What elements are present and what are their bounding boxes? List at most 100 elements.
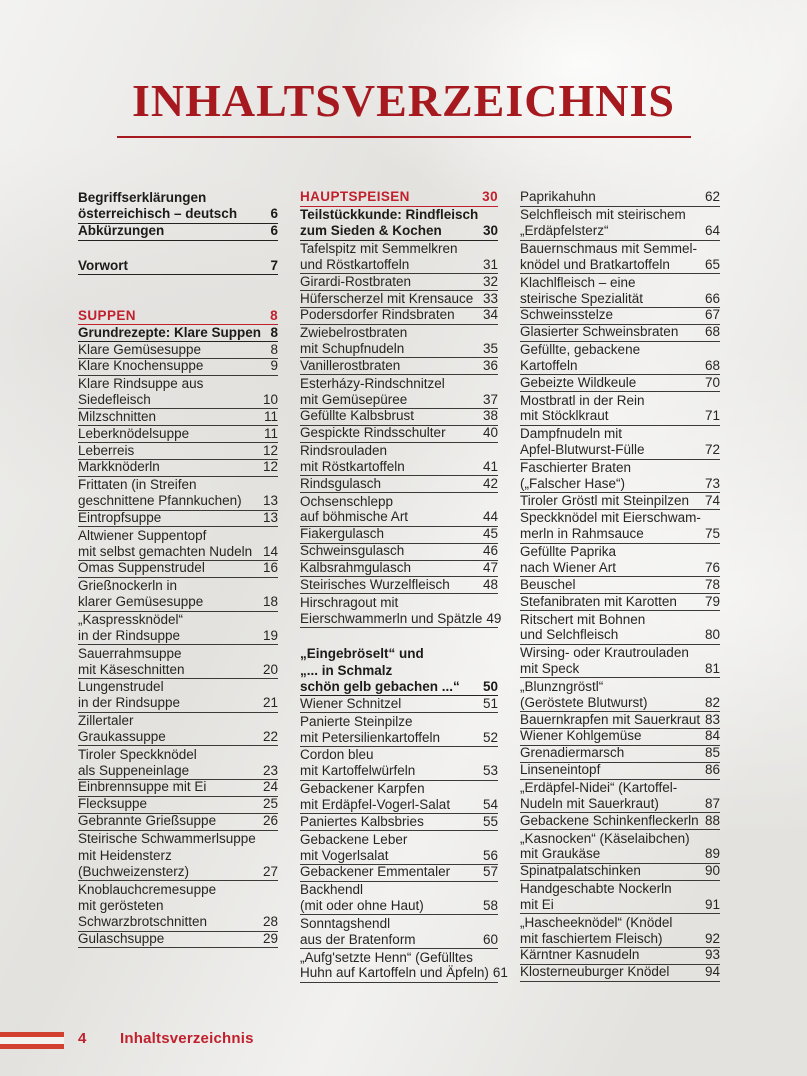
toc-entry-line: Gefüllte, gebackene [520, 342, 720, 359]
toc-entry-line: mit Erdäpfel-Vogerl-Salat 54 [300, 797, 498, 815]
toc-entry-line: Speckknödel mit Eierschwam- [520, 510, 720, 527]
toc-entry-title: schön gelb gebachen ...“ [300, 679, 460, 695]
toc-entry-line: knödel und Bratkartoffeln 65 [520, 256, 720, 275]
toc-entry-title: mit Schupfnudeln [300, 341, 405, 357]
toc-entry-title: mit Käseschnitten [78, 661, 185, 677]
toc-entry-title: Gebackene Leber [300, 831, 408, 847]
toc-entry-title: klarer Gemüsesuppe [78, 594, 204, 610]
toc-entry-title: Teilstückkunde: Rindfleisch [300, 207, 479, 223]
toc-entry: Ritschert mit Bohnen und Selchfleisch 80 [520, 611, 720, 645]
toc-entry-line: Steirische Schwammerlsuppe [78, 831, 278, 848]
toc-entry-line: Bauernkrapfen mit Sauerkraut 83 [520, 712, 720, 729]
toc-entry-line: Spinatpalatschinken 90 [520, 863, 720, 881]
toc-entry: Vorwort 7 [78, 258, 278, 276]
toc-entry-title: Paprikahuhn [520, 189, 596, 205]
toc-entry-title: Bauernschmaus mit Semmel- [520, 240, 698, 256]
toc-entry-title: Vanillerostbraten [300, 357, 401, 373]
toc-entry-page: 46 [482, 543, 498, 559]
toc-entry-page: 23 [262, 762, 278, 778]
toc-entry-title: Gespickte Rindsschulter [300, 425, 446, 441]
toc-entry-line: Tiroler Gröstl mit Steinpilzen 74 [520, 492, 720, 511]
toc-entry: Milzschnitten 11 [78, 408, 278, 427]
toc-entry: HAUPTSPEISEN 30 [300, 189, 498, 207]
flag-stripe-red [0, 1032, 64, 1038]
toc-entry-title: Schwarzbrotschnitten [78, 914, 208, 930]
toc-entry-page: 57 [482, 864, 498, 880]
toc-entry-page: 62 [704, 189, 720, 205]
toc-entry-title: „Aufg'setzte Henn“ (Gefülltes [300, 949, 473, 965]
toc-entry: Grundrezepte: Klare Suppen 8 [78, 325, 278, 343]
toc-entry-title: Huhn auf Kartoffeln und Äpfeln) [300, 965, 489, 981]
toc-entry-title: Apfel-Blutwurst-Fülle [520, 442, 645, 458]
toc-entry: Fiakergulasch 45 [300, 526, 498, 544]
toc-column: Begriffserklärungen österreichisch – deut… [78, 190, 278, 949]
toc-gap [78, 275, 278, 308]
toc-entry-title: Tiroler Gröstl mit Steinpilzen [520, 492, 690, 508]
toc-entry-title: mit Gemüsepüree [300, 391, 408, 407]
toc-entry-line: Gefüllte Paprika [520, 544, 720, 561]
toc-entry-line: Gefüllte Kalbsbrust 38 [300, 408, 498, 426]
toc-entry-line: Paprikahuhn 62 [520, 189, 720, 207]
toc-entry-line: „Erdäpfelsterz“ 64 [520, 223, 720, 241]
toc-entry-title: Fiakergulasch [300, 526, 385, 542]
toc-entry-title: merln in Rahmsauce [520, 526, 644, 542]
toc-entry-line: auf böhmische Art 44 [300, 509, 498, 527]
toc-entry-line: Cordon bleu [300, 747, 498, 764]
toc-entry-line: Kalbsrahmgulasch 47 [300, 560, 498, 578]
toc-entry-title: mit Kartoffelwürfeln [300, 763, 416, 779]
toc-entry-title: Girardi-Rostbraten [300, 273, 412, 289]
toc-entry-line: mit Ei 91 [520, 896, 720, 915]
toc-entry-page: 41 [482, 458, 498, 474]
toc-entry: Esterházy-Rindschnitzel mit Gemüsepüree 37 [300, 375, 498, 409]
toc-entry: Rindsrouladen mit Röstkartoffeln 41 [300, 443, 498, 477]
toc-entry-line: „Blunzngröstl“ [520, 678, 720, 695]
toc-entry: Abkürzungen 6 [78, 223, 278, 241]
toc-entry-line: Graukassuppe 22 [78, 728, 278, 747]
toc-entry-line: Klare Gemüsesuppe 8 [78, 342, 278, 359]
toc-entry-title: Schweinsstelze [520, 307, 614, 323]
toc-entry: Grießnockerln in klarer Gemüsesuppe 18 [78, 578, 278, 612]
toc-entry-title: Milzschnitten [78, 408, 157, 424]
toc-entry-title: „Blunzngröstl“ [520, 678, 604, 694]
toc-entry-line: Gebackene Schinkenfleckerln 88 [520, 813, 720, 831]
toc-entry: „Hascheeknödel“ (Knödel mit faschiertem F… [520, 914, 720, 948]
toc-entry-page: 84 [704, 728, 720, 744]
toc-entry-page: 18 [262, 594, 278, 610]
toc-entry-line: Klachlfleisch – eine [520, 274, 720, 291]
toc-entry-line: und Selchfleisch 80 [520, 627, 720, 645]
toc-entry-title: Gebackener Karpfen [300, 781, 425, 797]
toc-entry-title: mit faschiertem Fleisch) [520, 930, 663, 946]
toc-entry-line: Stefanibraten mit Karotten 79 [520, 594, 720, 612]
toc-entry-page: 92 [704, 930, 720, 946]
austria-flag-icon [0, 1032, 64, 1049]
toc-entry: „Blunzngröstl“ (Geröstete Blutwurst) 82 [520, 678, 720, 713]
toc-entry-line: nach Wiener Art 76 [520, 560, 720, 578]
toc-entry-page: 44 [482, 509, 498, 525]
toc-column: HAUPTSPEISEN 30 Teilstückkunde: Rindfleisc… [300, 189, 508, 983]
toc-entry-line: Sonntagshendl [300, 915, 498, 932]
toc-entry-page: 31 [482, 256, 498, 272]
toc-entry-title: Podersdorfer Rindsbraten [300, 307, 455, 323]
toc-entry-line: mit selbst gemachten Nudeln 14 [78, 544, 278, 562]
toc-entry-page: 22 [262, 728, 278, 744]
toc-entry-page: 80 [704, 627, 720, 643]
toc-entry-page: 94 [704, 964, 720, 980]
toc-entry-title: Hirschragout mit [300, 594, 399, 610]
toc-entry-title: Glasierter Schweinsbraten [520, 324, 679, 340]
toc-entry-page: 65 [704, 256, 720, 272]
toc-entry-title: Hüferscherzel mit Krensauce [300, 290, 474, 306]
toc-entry: Gebackener Emmentaler 57 [300, 864, 498, 882]
toc-entry-page: 13 [262, 509, 278, 525]
toc-entry-title: mit Ei [520, 896, 554, 912]
toc-entry-page: 24 [262, 779, 278, 795]
toc-entry-line: mit Röstkartoffeln 41 [300, 458, 498, 477]
toc-entry-line: (mit oder ohne Haut) 58 [300, 898, 498, 916]
toc-entry: Sonntagshendl aus der Bratenform 60 [300, 915, 498, 950]
toc-entry: Girardi-Rostbraten 32 [300, 273, 498, 292]
toc-entry-line: Grundrezepte: Klare Suppen 8 [78, 325, 278, 343]
toc-entry-title: nach Wiener Art [520, 560, 617, 575]
toc-entry: Leberknödelsuppe 11 [78, 426, 278, 444]
toc-entry-page: 52 [482, 729, 498, 745]
toc-entry-line: Esterházy-Rindschnitzel [300, 375, 498, 392]
toc-entry: Klare Knochensuppe 9 [78, 358, 278, 376]
